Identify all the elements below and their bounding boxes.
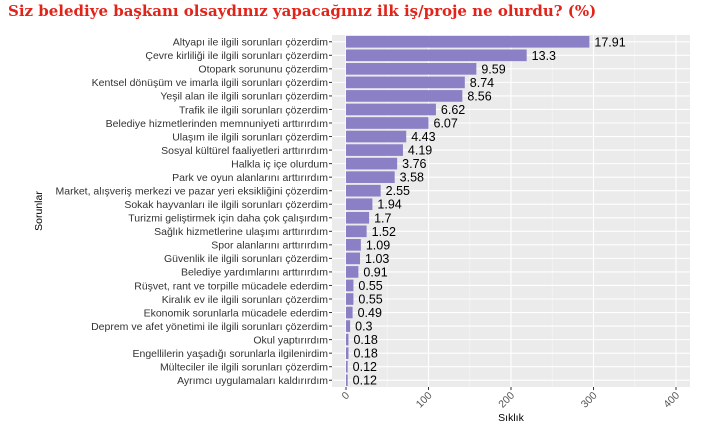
bar bbox=[346, 171, 395, 183]
bar bbox=[346, 103, 436, 116]
bar bbox=[346, 374, 348, 387]
category-label: Belediye yardımlarını arttırırdım bbox=[181, 267, 328, 279]
value-label: 0.91 bbox=[363, 265, 387, 279]
category-label: Çevre kirliliği ile ilgili sorunları çöz… bbox=[145, 50, 328, 62]
category-label: Otopark sorununu çözerdim bbox=[198, 64, 328, 76]
bar bbox=[346, 266, 359, 278]
bar bbox=[346, 293, 354, 305]
category-label: Güvenlik ile ilgili sorunları çözerdim bbox=[164, 253, 328, 265]
x-tick-label: 100 bbox=[414, 390, 435, 411]
bar bbox=[346, 198, 373, 211]
value-label: 4.43 bbox=[411, 130, 435, 144]
category-labels: Altyapı ile ilgili sorunları çözerdimÇev… bbox=[56, 37, 332, 387]
value-label: 0.55 bbox=[358, 279, 382, 293]
value-label: 8.74 bbox=[470, 76, 494, 90]
value-label: 13.3 bbox=[532, 49, 556, 63]
bar bbox=[346, 239, 361, 251]
bar bbox=[346, 117, 429, 129]
value-label: 0.49 bbox=[358, 306, 382, 320]
category-label: Turizmi geliştirmek için daha çok çalışı… bbox=[128, 213, 328, 225]
bar bbox=[346, 90, 463, 102]
value-label: 8.56 bbox=[467, 89, 491, 103]
bar bbox=[346, 157, 398, 170]
value-label: 1.03 bbox=[365, 252, 389, 266]
value-label: 1.94 bbox=[377, 198, 401, 212]
category-label: Sokak hayvanları ile ilgili sorunları çö… bbox=[124, 199, 328, 211]
category-label: Altyapı ile ilgili sorunları çözerdim bbox=[173, 37, 328, 49]
value-label: 9.59 bbox=[481, 62, 505, 76]
value-label: 6.62 bbox=[441, 103, 465, 117]
value-label: 17.91 bbox=[594, 35, 625, 49]
value-labels: 17.91 13.3 9.598.748.566.626.074.434.193.7… bbox=[353, 35, 626, 387]
bars bbox=[346, 35, 590, 387]
bar bbox=[346, 252, 361, 265]
category-label: Belediye hizmetlerinden memnuniyeti artt… bbox=[106, 118, 329, 130]
y-axis-label: Sorunlar bbox=[33, 191, 45, 231]
category-label: Ayrımcı uygulamaları kaldırırdım bbox=[177, 375, 328, 387]
x-tick-label: 400 bbox=[661, 390, 682, 411]
bar bbox=[346, 320, 351, 332]
category-label: Okul yaptırırdım bbox=[253, 334, 328, 346]
value-label: 1.52 bbox=[372, 225, 396, 239]
bar bbox=[346, 76, 465, 89]
bar bbox=[346, 347, 349, 359]
value-label: 3.58 bbox=[400, 171, 424, 185]
chart-title: Siz belediye başkanı olsaydınız yapacağı… bbox=[8, 2, 597, 20]
bar bbox=[346, 306, 353, 319]
value-label: 0.18 bbox=[353, 333, 377, 347]
bar bbox=[346, 63, 477, 75]
value-label: 0.18 bbox=[353, 347, 377, 361]
bar bbox=[346, 130, 407, 143]
x-tick-label: 200 bbox=[496, 390, 517, 411]
category-label: Sağlık hizmetlerine ulaşımı arttırırdım bbox=[154, 226, 328, 238]
category-label: Spor alanlarını arttırırdım bbox=[211, 240, 328, 252]
bar bbox=[346, 225, 367, 238]
category-label: Kiralık ev ile ilgili sorunları çözerdim bbox=[162, 294, 329, 306]
category-label: Yeşil alan ile ilgili sorunları çözerdim bbox=[160, 91, 328, 103]
value-label: 0.3 bbox=[355, 320, 372, 334]
bar bbox=[346, 360, 348, 373]
category-label: Halkla iç içe olurdum bbox=[231, 158, 328, 170]
category-label: Engellilerin yaşadığı sorunlarla ilgilen… bbox=[132, 348, 328, 360]
value-label: 1.7 bbox=[374, 211, 391, 225]
value-label: 0.55 bbox=[358, 293, 382, 307]
bar bbox=[346, 49, 527, 62]
value-label: 3.76 bbox=[402, 157, 426, 171]
bar bbox=[346, 184, 381, 197]
category-label: Market, alışveriş merkezi ve pazar yeri … bbox=[56, 185, 329, 197]
category-label: Ekonomik sorunlarla mücadele ederdim bbox=[144, 307, 329, 319]
category-label: Sosyal kültürel faaliyetleri arttırırdım bbox=[161, 145, 328, 157]
category-label: Deprem ve afet yönetimi ile ilgili sorun… bbox=[91, 321, 328, 333]
bar bbox=[346, 35, 590, 48]
x-axis-label: Sıklık bbox=[498, 412, 524, 424]
category-label: Ulaşım ile ilgili sorunları çözerdim bbox=[172, 131, 328, 143]
bar bbox=[346, 211, 370, 224]
value-label: 0.12 bbox=[353, 360, 377, 374]
value-label: 0.12 bbox=[353, 374, 377, 388]
bar bbox=[346, 144, 403, 156]
category-label: Park ve oyun alanlarını arttırırdım bbox=[172, 172, 328, 184]
bar bbox=[346, 279, 354, 292]
category-label: Kentsel dönüşüm ve imarla ilgili sorunla… bbox=[92, 77, 329, 89]
category-label: Trafik ile ilgili sorunları çözerdim bbox=[179, 104, 328, 116]
bar bbox=[346, 333, 349, 346]
x-axis-ticks: 0 100 200 300 400 bbox=[340, 387, 682, 411]
category-label: Rüşvet, rant ve torpille mücadele ederdi… bbox=[134, 280, 328, 292]
value-label: 1.09 bbox=[366, 238, 390, 252]
value-label: 6.07 bbox=[434, 117, 458, 131]
category-label: Mülteciler ile ilgili sorunları çözerdim bbox=[160, 361, 328, 373]
value-label: 4.19 bbox=[408, 144, 432, 158]
x-tick-label: 300 bbox=[579, 390, 600, 411]
x-tick-label: 0 bbox=[340, 390, 353, 403]
value-label: 2.55 bbox=[386, 184, 410, 198]
